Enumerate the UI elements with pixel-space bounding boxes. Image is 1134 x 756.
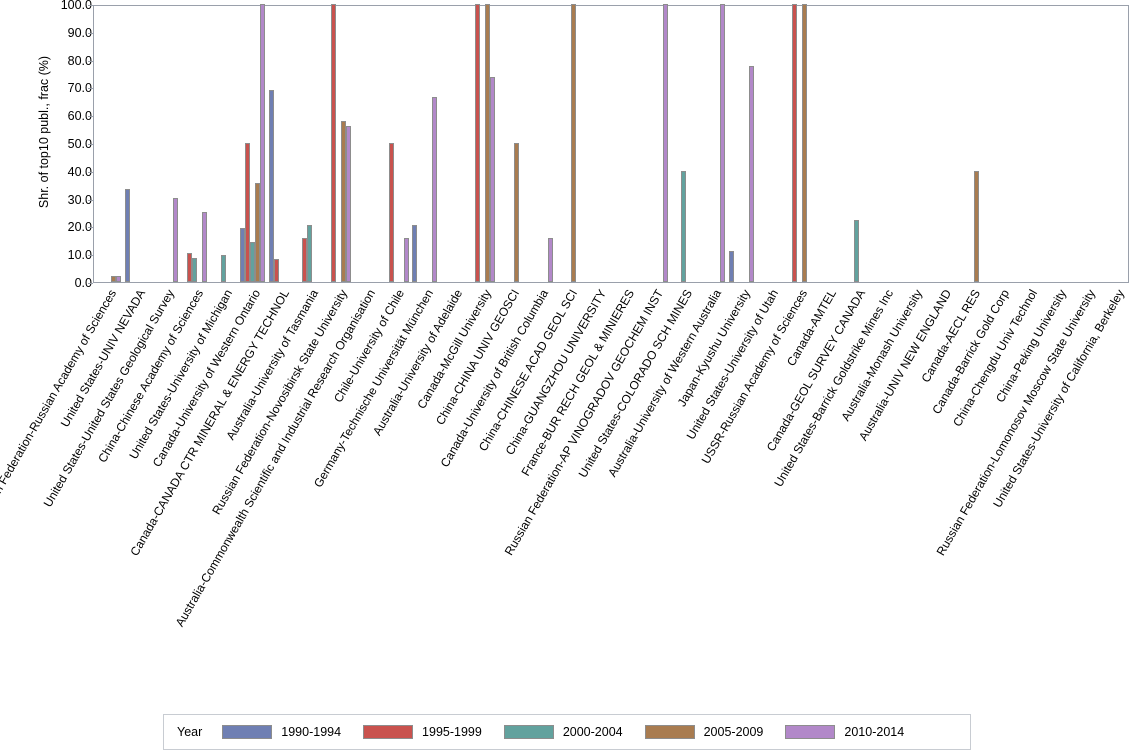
bar xyxy=(475,4,480,282)
x-axis-tick-label: United States-United States Geological S… xyxy=(40,287,178,510)
legend-swatch xyxy=(644,725,695,739)
plot-area xyxy=(93,4,1129,283)
bar-group-container xyxy=(94,4,1128,282)
legend-title: Year xyxy=(177,725,203,739)
bar xyxy=(341,120,347,282)
bar xyxy=(268,89,274,282)
bar xyxy=(249,241,255,282)
legend-item[interactable]: 2000-2004 xyxy=(503,725,623,739)
bar xyxy=(388,143,394,282)
y-axis-tick-mark xyxy=(88,32,93,34)
bar xyxy=(173,198,179,282)
bar xyxy=(124,189,130,282)
y-axis-tick-mark xyxy=(88,88,93,90)
bar xyxy=(571,4,577,282)
y-axis-tick-mark xyxy=(88,60,93,62)
bar xyxy=(307,225,313,282)
y-axis-tick-mark xyxy=(88,171,93,173)
bar xyxy=(801,4,807,282)
y-axis-tick-label: 70.0 xyxy=(67,81,92,96)
x-axis-ticks: Russian Federation-Russian Academy of Sc… xyxy=(0,283,1129,703)
y-axis-tick-label: 10.0 xyxy=(67,248,92,263)
legend-item-label: 1990-1994 xyxy=(281,725,342,739)
y-axis-tick-label: 50.0 xyxy=(67,137,92,151)
bar xyxy=(681,170,687,282)
y-axis-tick-mark xyxy=(88,199,93,201)
legend-item[interactable]: 2005-2009 xyxy=(644,725,764,739)
bar xyxy=(187,253,193,282)
y-axis-tick-mark xyxy=(88,144,93,145)
bar xyxy=(662,4,668,282)
bar xyxy=(273,258,279,282)
bar xyxy=(432,96,438,282)
legend-swatch xyxy=(363,725,414,739)
bar xyxy=(331,4,337,282)
bar xyxy=(490,77,495,282)
y-axis-tick-label: 0.0 xyxy=(74,276,92,290)
legend-swatch xyxy=(222,725,273,739)
bar xyxy=(239,228,245,282)
y-axis-tick-label: 40.0 xyxy=(67,164,92,179)
y-axis-tick-mark xyxy=(88,227,93,229)
bar xyxy=(192,257,198,282)
legend-items: 1990-1994 1995-1999 2000-2004 2005-2009 2010… xyxy=(222,725,926,739)
legend: Year 1990-1994 1995-1999 2000-2004 2005-200… xyxy=(163,714,971,750)
bar xyxy=(259,4,265,282)
bar xyxy=(244,143,250,282)
y-axis-tick-label: 30.0 xyxy=(67,192,92,207)
legend-item-label: 2000-2004 xyxy=(562,725,623,739)
bar xyxy=(115,275,121,282)
legend-item-label: 2010-2014 xyxy=(844,725,905,739)
legend-swatch xyxy=(503,725,554,739)
bar xyxy=(720,4,726,282)
legend-item-label: 1995-1999 xyxy=(422,725,482,739)
y-axis-tick-mark xyxy=(88,283,93,284)
bar xyxy=(974,170,980,282)
y-axis-tick-label: 90.0 xyxy=(67,25,92,40)
y-axis-tick-label: 80.0 xyxy=(67,53,92,68)
bar xyxy=(412,225,418,282)
bar xyxy=(749,65,754,282)
bar xyxy=(791,4,797,282)
bar xyxy=(854,220,860,282)
legend-item[interactable]: 2010-2014 xyxy=(785,725,904,739)
bar xyxy=(302,238,308,282)
legend-item[interactable]: 1990-1994 xyxy=(222,725,341,739)
y-axis-tick-label: 20.0 xyxy=(67,220,92,235)
y-axis-tick-mark xyxy=(88,255,93,257)
y-axis-tick-mark xyxy=(88,116,93,118)
bar xyxy=(403,238,409,282)
bar xyxy=(254,183,260,282)
legend-item[interactable]: 1995-1999 xyxy=(363,725,482,739)
legend-item-label: 2005-2009 xyxy=(703,725,764,739)
bar xyxy=(202,212,208,282)
y-axis-tick-label: 60.0 xyxy=(67,109,92,124)
legend-swatch xyxy=(785,725,836,739)
bar xyxy=(221,255,226,282)
bar xyxy=(729,251,734,282)
bar xyxy=(513,143,519,282)
bar xyxy=(547,238,553,282)
bar xyxy=(110,275,116,282)
bar xyxy=(346,126,352,282)
y-axis-tick-mark xyxy=(88,5,93,6)
bar xyxy=(485,4,490,282)
y-axis-tick-label: 100.0 xyxy=(60,0,92,12)
